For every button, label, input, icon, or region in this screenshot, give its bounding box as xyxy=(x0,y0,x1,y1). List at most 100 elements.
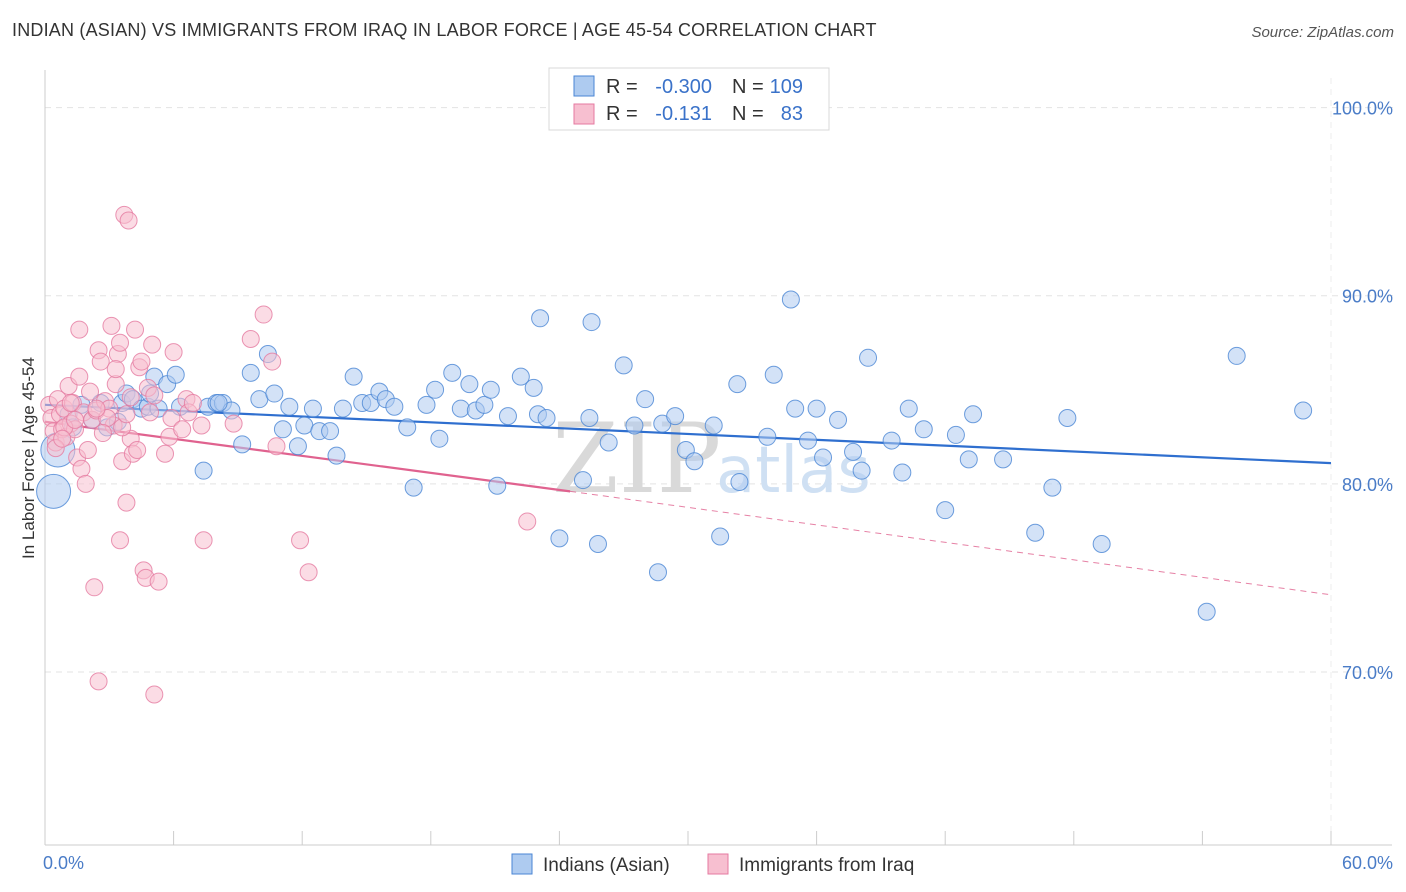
y-tick-label-0: 100.0% xyxy=(1332,99,1393,119)
data-point xyxy=(126,320,145,339)
data-point xyxy=(72,459,91,478)
data-point xyxy=(814,448,833,467)
legend-swatch-pink xyxy=(573,103,595,125)
data-point xyxy=(143,335,162,354)
data-point xyxy=(914,420,933,439)
y-tick-label-2: 80.0% xyxy=(1342,475,1393,495)
data-point xyxy=(333,399,352,418)
data-point xyxy=(498,407,517,426)
data-point xyxy=(241,329,260,348)
data-point xyxy=(241,363,260,382)
data-point xyxy=(61,393,80,412)
data-point xyxy=(224,414,243,433)
data-point xyxy=(648,563,667,582)
data-point xyxy=(882,431,901,450)
data-point xyxy=(117,405,136,424)
data-point xyxy=(829,410,848,429)
data-point xyxy=(859,348,878,367)
data-point xyxy=(398,418,417,437)
trend-line-iraq-extension xyxy=(570,490,1332,596)
data-point xyxy=(1092,535,1111,554)
data-point xyxy=(936,501,955,520)
data-point xyxy=(899,399,918,418)
series-label-iraq: Immigrants from Iraq xyxy=(739,855,914,876)
y-tick-label-3: 70.0% xyxy=(1342,663,1393,683)
data-point xyxy=(666,407,685,426)
data-point xyxy=(852,461,871,480)
data-point xyxy=(1227,346,1246,365)
data-point xyxy=(730,472,749,491)
data-point xyxy=(265,384,284,403)
data-point xyxy=(194,461,213,480)
data-point xyxy=(93,424,112,443)
data-point xyxy=(537,408,556,427)
data-point xyxy=(475,395,494,414)
data-point xyxy=(1197,602,1216,621)
data-point xyxy=(76,474,95,493)
data-point xyxy=(781,290,800,309)
data-point xyxy=(625,416,644,435)
legend-n-label-2: N = xyxy=(732,103,764,125)
data-point xyxy=(78,440,97,459)
series-immigrants-iraq xyxy=(40,205,537,704)
x-tick-labels: 0.0% 60.0% xyxy=(43,853,1393,873)
data-point xyxy=(524,378,543,397)
data-point xyxy=(1043,478,1062,497)
data-point xyxy=(1294,401,1313,420)
legend-r-value-2: -0.131 xyxy=(655,103,712,125)
data-point xyxy=(156,444,175,463)
data-point xyxy=(117,493,136,512)
x-tick-label-1: 60.0% xyxy=(1342,853,1393,873)
legend-n-label-1: N = xyxy=(732,76,764,98)
data-point xyxy=(550,529,569,548)
legend-r-label-2: R = xyxy=(606,103,638,125)
data-point xyxy=(291,531,310,550)
data-point xyxy=(758,427,777,446)
legend-n-value-1: 109 xyxy=(770,76,803,98)
data-point xyxy=(518,512,537,531)
data-point xyxy=(149,572,168,591)
data-point xyxy=(102,316,121,335)
data-point xyxy=(460,375,479,394)
data-point xyxy=(844,442,863,461)
data-point xyxy=(209,393,228,412)
data-point xyxy=(451,399,470,418)
trend-line-indians xyxy=(44,403,1332,465)
data-point xyxy=(1026,523,1045,542)
correlation-legend: R = -0.300 N = 109 R = -0.131 N = 83 xyxy=(548,67,830,131)
data-point xyxy=(106,375,125,394)
data-point xyxy=(711,527,730,546)
data-point xyxy=(145,685,164,704)
data-point xyxy=(288,437,307,456)
legend-n-value-2: 83 xyxy=(781,103,803,125)
data-point xyxy=(162,408,181,427)
data-point xyxy=(588,535,607,554)
data-point xyxy=(111,531,130,550)
watermark-atlas: atlas xyxy=(716,434,871,508)
data-point xyxy=(263,352,282,371)
series-swatch-indians xyxy=(511,853,533,875)
data-point xyxy=(164,343,183,362)
data-point xyxy=(799,431,818,450)
data-point xyxy=(417,395,436,414)
data-point xyxy=(89,672,108,691)
data-point xyxy=(194,531,213,550)
data-point xyxy=(636,390,655,409)
data-point xyxy=(1058,408,1077,427)
data-point xyxy=(254,305,273,324)
data-point xyxy=(511,367,530,386)
data-point xyxy=(704,416,723,435)
data-point xyxy=(267,437,286,456)
data-point xyxy=(70,320,89,339)
data-point xyxy=(295,416,314,435)
data-point xyxy=(404,478,423,497)
data-point xyxy=(299,563,318,582)
data-point xyxy=(764,365,783,384)
legend-r-value-1: -0.300 xyxy=(655,76,712,98)
data-point xyxy=(173,420,192,439)
data-point xyxy=(786,399,805,418)
data-point xyxy=(303,399,322,418)
data-point xyxy=(946,425,965,444)
data-point xyxy=(91,352,110,371)
